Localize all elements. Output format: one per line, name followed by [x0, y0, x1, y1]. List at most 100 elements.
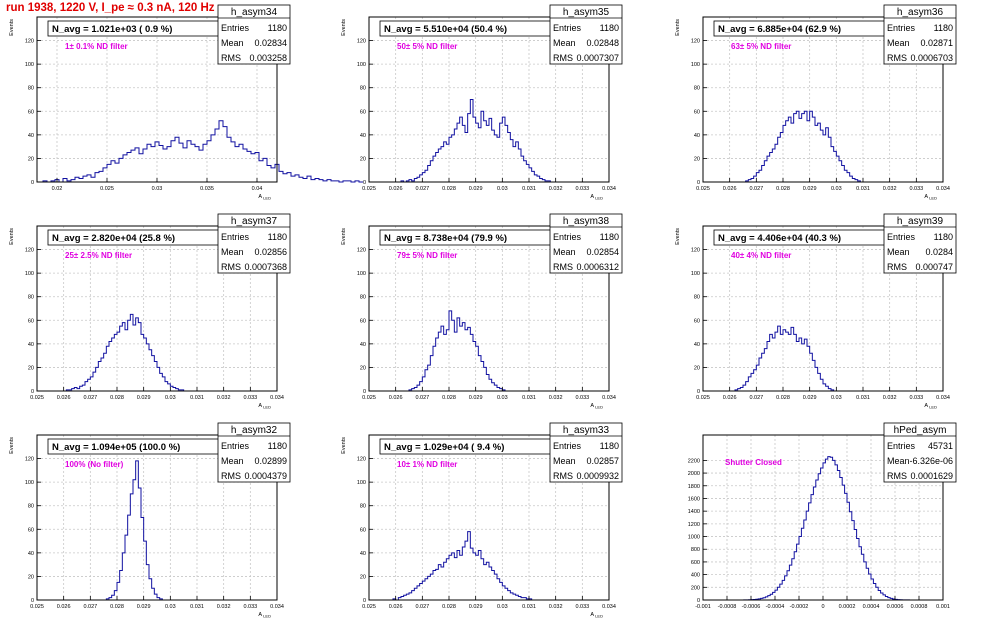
plot-frame	[368, 16, 610, 183]
filter-annotation: 40± 4% ND filter	[731, 251, 791, 260]
x-tick-label: 0.033	[909, 186, 923, 192]
stats-label-rms: RMS	[887, 471, 907, 481]
x-tick-label: 0.027	[749, 186, 763, 192]
x-tick-label: 0.025	[362, 604, 376, 610]
x-tick-label: 0.025	[696, 186, 710, 192]
filter-annotation: 50± 5% ND filter	[397, 42, 457, 51]
x-tick-label: 0.028	[442, 604, 456, 610]
navg-text: N_avg = 2.820e+04 (25.8 %)	[52, 233, 175, 244]
x-tick-label: 0.03	[152, 186, 163, 192]
histogram-line	[743, 456, 910, 601]
x-tick-label: 0.025	[30, 395, 44, 401]
stats-value-mean: 0.02899	[254, 456, 287, 466]
stats-value-rms: 0.0001629	[910, 471, 953, 481]
y-tick-label: 80	[694, 295, 700, 301]
y-tick-label: 0	[697, 180, 700, 186]
stats-value-rms: 0.0007368	[244, 262, 287, 272]
stats-value-mean: 0.02856	[254, 247, 287, 257]
y-tick-label: 100	[691, 271, 700, 277]
stats-title: h_asym36	[897, 7, 944, 18]
x-tick-label: 0.026	[57, 395, 71, 401]
y-tick-label: 60	[28, 527, 34, 533]
x-tick-label: 0.034	[602, 395, 616, 401]
x-tick-label: 0.03	[831, 395, 842, 401]
stats-value-rms: 0.0007307	[576, 53, 619, 63]
stats-label-rms: RMS	[221, 53, 241, 63]
stats-label-entries: Entries	[221, 441, 250, 451]
x-tick-label: 0.026	[389, 604, 403, 610]
y-tick-label: 0	[697, 389, 700, 395]
stats-value-mean: 0.02857	[586, 456, 619, 466]
y-tick-label: 80	[694, 86, 700, 92]
stats-title: h_asym35	[563, 7, 610, 18]
x-tick-label: 0.03	[497, 604, 508, 610]
y-tick-label: 1000	[688, 535, 700, 541]
x-axis-subscript: LED	[262, 405, 271, 410]
y-tick-label: 1600	[688, 496, 700, 502]
y-tick-label: 20	[28, 574, 34, 580]
x-tick-label: 0.034	[602, 186, 616, 192]
x-tick-label: 0.032	[217, 604, 231, 610]
stats-value-entries: 1180	[268, 23, 287, 33]
x-tick-label: 0.033	[243, 604, 257, 610]
y-tick-label: 100	[357, 271, 366, 277]
y-axis-label: Events	[9, 228, 15, 245]
y-tick-label: 0	[363, 389, 366, 395]
y-axis-label: Events	[675, 19, 681, 36]
navg-text: N_avg = 4.406e+04 (40.3 %)	[718, 233, 841, 244]
histogram-panel-h_asym34: 0.02 0.025 0.03 0.035 0.04 0 20 40 60 80 100 120 Eve…	[9, 4, 363, 201]
stats-label-mean: Mean	[553, 247, 576, 257]
x-axis-subscript: LED	[594, 405, 603, 410]
x-tick-label: 0.035	[200, 186, 214, 192]
x-tick-label: 0.027	[83, 604, 97, 610]
histogram-panel-h_asym32: 0.025 0.026 0.027 0.028 0.029 0.03 0.031 0.032 0…	[9, 422, 291, 619]
y-tick-label: 60	[360, 318, 366, 324]
y-axis-label: Events	[9, 19, 15, 36]
stats-label-rms: RMS	[221, 471, 241, 481]
stats-box	[549, 4, 623, 65]
y-tick-label: 40	[360, 133, 366, 139]
stats-box	[217, 4, 291, 65]
y-tick-label: 40	[694, 133, 700, 139]
stats-box	[883, 422, 957, 483]
x-tick-label: -0.0006	[742, 604, 761, 610]
histogram-panel-h_asym33: 0.025 0.026 0.027 0.028 0.029 0.03 0.031 0.032 0…	[341, 422, 623, 619]
filter-annotation: 63± 5% ND filter	[731, 42, 791, 51]
stats-title: h_asym37	[231, 216, 278, 227]
y-tick-label: 20	[694, 156, 700, 162]
x-tick-label: 0.027	[415, 395, 429, 401]
x-tick-label: -0.0002	[790, 604, 809, 610]
stats-box	[217, 213, 291, 274]
x-tick-label: 0.025	[30, 604, 44, 610]
y-tick-label: 120	[357, 39, 366, 45]
stats-value-mean: 0.02848	[586, 38, 619, 48]
x-tick-label: 0.025	[362, 395, 376, 401]
plot-frame	[702, 16, 944, 183]
x-tick-label: 0.027	[415, 186, 429, 192]
x-tick-label: 0.031	[190, 604, 204, 610]
x-tick-label: -0.0008	[718, 604, 737, 610]
y-axis-label: Events	[9, 437, 15, 454]
stats-label-mean: Mean	[887, 247, 910, 257]
stats-label-rms: RMS	[887, 262, 907, 272]
stats-label-mean: Mean	[553, 456, 576, 466]
y-tick-label: 120	[691, 39, 700, 45]
x-tick-label: 0.031	[522, 395, 536, 401]
stats-value-mean: 0.02854	[586, 247, 619, 257]
x-axis-label: A LED	[924, 403, 937, 410]
y-tick-label: 40	[28, 133, 34, 139]
x-tick-label: 0.031	[856, 395, 870, 401]
y-tick-label: 0	[363, 180, 366, 186]
stats-value-entries: 1180	[600, 441, 619, 451]
x-tick-label: 0.028	[110, 395, 124, 401]
stats-label-entries: Entries	[887, 23, 916, 33]
filter-annotation: 79± 5% ND filter	[397, 251, 457, 260]
x-tick-label: 0.028	[442, 186, 456, 192]
stats-label-mean: Mean	[887, 38, 910, 48]
stats-value-entries: 1180	[600, 23, 619, 33]
y-tick-label: 600	[691, 560, 700, 566]
y-tick-label: 0	[31, 389, 34, 395]
x-tick-label: 0.032	[217, 395, 231, 401]
x-tick-label: 0.032	[549, 604, 563, 610]
x-tick-label: 0.033	[243, 395, 257, 401]
